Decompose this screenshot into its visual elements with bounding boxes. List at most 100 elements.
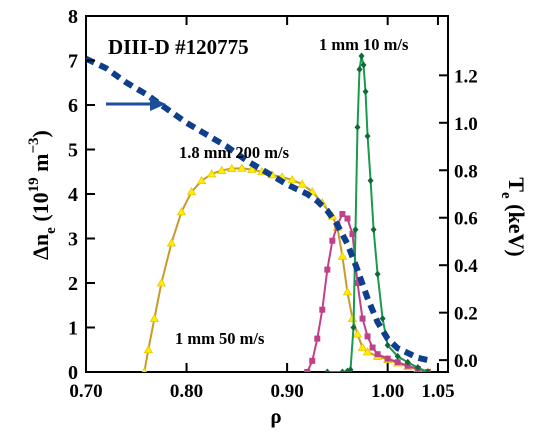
series-point-green — [374, 270, 381, 278]
ylabel-left-part: ) — [28, 130, 53, 137]
series-point-gold — [166, 238, 177, 247]
series-point-gold — [149, 313, 160, 323]
series-point-gold — [362, 347, 373, 356]
series-point-magenta — [329, 237, 336, 244]
series-point-green — [404, 358, 411, 366]
series-point-green — [362, 88, 369, 96]
series-point-gold — [196, 175, 207, 185]
y-left-tick-label: 5 — [68, 140, 78, 162]
series-point-gold — [347, 313, 358, 323]
series-point-gold — [342, 287, 353, 296]
series-point-gold — [143, 344, 154, 354]
x-axis-label: ρ — [270, 404, 281, 428]
x-tick-label: 0.90 — [270, 381, 303, 402]
ylabel-right-part: e — [498, 192, 514, 199]
ylabel-left-part: −3 — [26, 137, 42, 153]
y-left-tick-label: 8 — [68, 6, 78, 28]
series-point-green — [358, 52, 365, 60]
series-point-gold — [141, 367, 148, 372]
y-left-tick-label: 0 — [68, 362, 78, 384]
series-point-green — [324, 368, 331, 372]
series-point-magenta — [359, 315, 366, 322]
x-tick-label: 1.05 — [421, 381, 454, 402]
x-tick-label: 0.70 — [69, 381, 102, 402]
series-point-magenta — [304, 369, 311, 372]
series-point-green — [414, 364, 421, 372]
series-point-gold — [207, 169, 217, 178]
y-left-tick-label: 6 — [68, 95, 78, 117]
right-axis-arrow — [106, 97, 166, 111]
series-point-gold — [247, 164, 257, 173]
series-point-magenta — [344, 215, 351, 222]
series-point-gold — [287, 174, 297, 184]
ylabel-left-part: Δn — [28, 234, 53, 260]
series-point-green — [367, 177, 374, 185]
y-right-tick-label: 0.2 — [454, 304, 478, 325]
series-point-gold — [176, 206, 187, 216]
series-point-gold — [227, 163, 237, 173]
series-point-green — [370, 226, 377, 234]
ylabel-left-part: e — [43, 227, 59, 234]
series-point-gold — [357, 342, 368, 351]
chart-title: DIII-D #120775 — [108, 35, 249, 59]
series-point-gold — [297, 179, 307, 188]
series-point-magenta — [364, 333, 371, 340]
y-left-tick-label: 3 — [68, 229, 78, 251]
series-point-green — [360, 61, 367, 69]
series-point-magenta — [319, 306, 326, 313]
series-point-gold — [156, 278, 167, 287]
series-point-magenta — [314, 335, 321, 342]
y-right-tick-label: 0.4 — [454, 256, 478, 277]
ylabel-left-part: m — [28, 154, 53, 178]
annotation-gold: 1.8 mm 200 m/s — [179, 143, 290, 162]
series-point-magenta — [324, 266, 331, 273]
series-point-magenta — [369, 344, 376, 351]
annotation-green: 1 mm 10 m/s — [319, 35, 409, 54]
series-point-magenta — [309, 357, 316, 364]
series-point-magenta — [349, 231, 356, 238]
series-point-green — [394, 352, 401, 360]
y-axis-label-right: Te (keV) — [498, 177, 529, 256]
series-point-gold — [186, 186, 197, 196]
y-left-tick-label: 7 — [68, 51, 78, 73]
y-right-tick-label: 1.2 — [454, 66, 478, 87]
series-point-green — [350, 324, 357, 331]
x-tick-label: 0.80 — [170, 381, 203, 402]
series-point-magenta — [404, 362, 411, 369]
series-point-magenta — [394, 359, 401, 366]
series-point-green — [354, 123, 361, 131]
series-point-gold — [217, 165, 227, 174]
series-point-green — [339, 368, 346, 372]
series-point-green — [356, 65, 363, 73]
series-point-magenta — [374, 351, 381, 358]
y-axis-label-left: Δne (1019 m−3) — [26, 130, 59, 260]
plot-frame — [85, 15, 449, 373]
ylabel-right-part: (keV) — [504, 199, 529, 257]
y-right-tick-label: 0.6 — [454, 209, 478, 230]
series-point-green — [364, 132, 371, 140]
arrow-head — [150, 97, 166, 111]
series-point-green — [352, 226, 359, 234]
ylabel-left-part: 19 — [26, 177, 42, 192]
series-point-green — [384, 341, 391, 349]
series-point-green — [379, 315, 386, 323]
ylabel-left-part: (10 — [28, 192, 53, 227]
series-point-gold — [237, 163, 247, 172]
y-right-tick-label: 0.8 — [454, 161, 478, 182]
x-tick-label: 1.00 — [371, 381, 404, 402]
y-right-tick-label: 0.0 — [454, 351, 478, 372]
series-point-magenta — [339, 211, 346, 218]
y-left-tick-label: 2 — [68, 273, 78, 295]
series-line-gold — [143, 167, 429, 372]
y-left-tick-label: 1 — [68, 318, 78, 340]
ylabel-right-part: T — [504, 177, 529, 192]
series-point-gold — [352, 329, 363, 338]
series-point-magenta — [354, 280, 361, 286]
series-line-te — [86, 55, 429, 364]
series-point-green — [347, 366, 354, 372]
annotation-magenta: 1 mm 50 m/s — [175, 329, 265, 348]
series-point-gold — [337, 251, 348, 260]
y-right-tick-label: 1.0 — [454, 114, 478, 135]
